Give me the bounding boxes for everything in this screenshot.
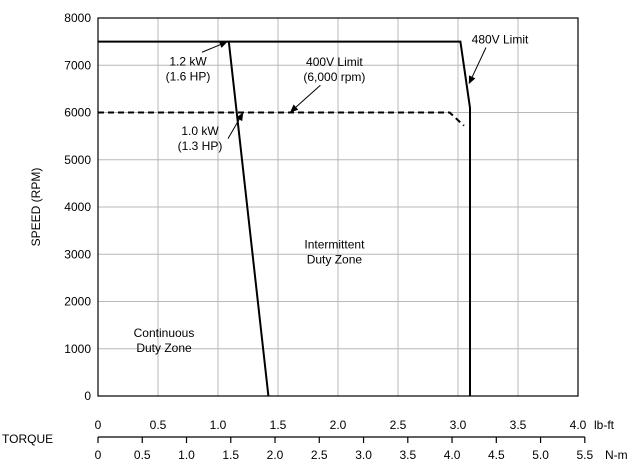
x-tick-label-lbft: 3.0 xyxy=(450,418,467,432)
plot-frame xyxy=(97,17,579,397)
y-tick-label: 0 xyxy=(84,389,91,403)
x-tick-label-nm: 4.0 xyxy=(444,448,461,462)
x-axis-title: TORQUE xyxy=(2,432,53,446)
x-tick-label-lbft: 3.5 xyxy=(510,418,527,432)
annotation-text: (1.3 HP) xyxy=(178,139,223,153)
y-axis-title: SPEED (RPM) xyxy=(29,168,43,247)
x-tick-label-lbft: 1.5 xyxy=(270,418,287,432)
x-tick-label-lbft: 2.5 xyxy=(390,418,407,432)
annotation-arrowhead xyxy=(236,112,244,122)
x-tick-label-nm: 1.5 xyxy=(222,448,239,462)
y-tick-label: 4000 xyxy=(64,200,91,214)
annotation-lim_480: 480V Limit xyxy=(468,33,529,85)
x-tick-label-nm: 1.0 xyxy=(178,448,195,462)
unit-nm: N-m xyxy=(605,448,628,462)
series-line-2 xyxy=(98,111,465,127)
x-tick-label-nm: 4.5 xyxy=(488,448,505,462)
annotation-arrowhead xyxy=(218,41,228,48)
y-tick-label: 7000 xyxy=(64,58,91,72)
annotation-text: Duty Zone xyxy=(307,253,363,267)
annotation-leader xyxy=(471,47,487,78)
x-tick-label-nm: 5.5 xyxy=(576,448,593,462)
x-tick-label-lbft: 2.0 xyxy=(330,418,347,432)
annotation-leader xyxy=(227,119,240,139)
annotation-text: 1.2 kW xyxy=(169,54,207,68)
y-tick-label: 3000 xyxy=(64,247,91,261)
annotations: 1.2 kW(1.6 HP) 1.0 kW(1.3 HP) 400V Limit(6… xyxy=(134,33,529,355)
x-tick-label-nm: 5.0 xyxy=(532,448,549,462)
x-tick-label-lbft: 4.0 xyxy=(570,418,587,432)
unit-lbft: lb-ft xyxy=(594,418,615,432)
annotation-cont_1_2: 1.2 kW(1.6 HP) xyxy=(166,41,228,83)
x-tick-label-nm: 2.5 xyxy=(311,448,328,462)
x-tick-label-lbft: 0.5 xyxy=(150,418,167,432)
annotation-cont_1_0: 1.0 kW(1.3 HP) xyxy=(178,112,244,153)
annotation-text: (1.6 HP) xyxy=(166,69,211,83)
y-tick-label: 5000 xyxy=(64,153,91,167)
curves xyxy=(98,40,471,397)
x-tick-label-nm: 2.0 xyxy=(267,448,284,462)
annotation-text: 480V Limit xyxy=(472,33,529,47)
x-axis-nm: 0 0.5 1.0 1.5 2.0 2.5 3.0 3.5 4.0 4.5 5.0 5.5 xyxy=(95,436,593,462)
annotation-text: 1.0 kW xyxy=(181,124,219,138)
annotation-text: 400V Limit xyxy=(306,55,363,69)
x-tick-label-nm: 3.0 xyxy=(355,448,372,462)
annotation-text: (6,000 rpm) xyxy=(303,70,365,84)
annotation-text: Continuous xyxy=(134,326,195,340)
x-tick-label-nm: 0 xyxy=(95,448,102,462)
annotation-leader xyxy=(201,44,221,53)
series-line-1 xyxy=(228,40,471,396)
y-tick-label: 1000 xyxy=(64,342,91,356)
annotation-lim_400: 400V Limit(6,000 rpm) xyxy=(290,55,365,113)
y-tick-labels: 0 1000 2000 3000 4000 5000 6000 7000 8000 xyxy=(64,11,91,403)
x-tick-label-nm: 3.5 xyxy=(399,448,416,462)
x-tick-labels-lbft: 0 0.5 1.0 1.5 2.0 2.5 3.0 3.5 4.0 xyxy=(95,418,587,432)
y-tick-label: 6000 xyxy=(64,106,91,120)
y-tick-label: 8000 xyxy=(64,11,91,25)
annotation-text: Intermittent xyxy=(304,238,365,252)
x-tick-label-lbft: 0 xyxy=(95,418,102,432)
annotation-arrowhead xyxy=(290,104,299,113)
x-tick-label-nm: 0.5 xyxy=(134,448,151,462)
y-tick-label: 2000 xyxy=(64,295,91,309)
annotation-text: Duty Zone xyxy=(136,341,192,355)
x-tick-label-lbft: 1.0 xyxy=(210,418,227,432)
annotation-leader xyxy=(295,84,321,108)
annotation-arrowhead xyxy=(468,75,476,85)
